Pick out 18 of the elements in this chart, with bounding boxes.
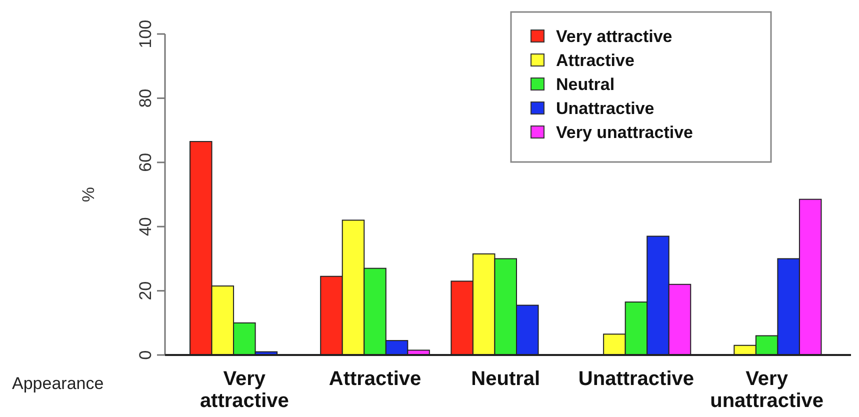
x-axis-title: Appearance	[12, 374, 104, 393]
x-tick-label: Very unattractive	[710, 368, 824, 412]
y-tick-label: 0	[136, 350, 155, 360]
y-tick-label: 40	[136, 217, 155, 236]
x-tick-label: Neutral	[471, 368, 540, 390]
legend-label: Neutral	[556, 75, 615, 94]
y-tick-label: 100	[136, 20, 155, 48]
legend-label: Very attractive	[556, 27, 672, 46]
x-tick-label: Attractive	[328, 368, 422, 390]
y-tick-label: 20	[136, 281, 155, 300]
y-tick-label: 80	[136, 88, 155, 108]
legend-label: Unattractive	[556, 99, 654, 118]
legend-label: Very unattractive	[556, 123, 694, 142]
x-tick-label: Very attractive	[200, 368, 289, 412]
y-tick-label: 60	[136, 152, 155, 172]
y-axis-title: %	[79, 186, 98, 202]
legend-label: Attractive	[556, 51, 634, 70]
x-tick-label: Unattractive	[578, 368, 694, 390]
